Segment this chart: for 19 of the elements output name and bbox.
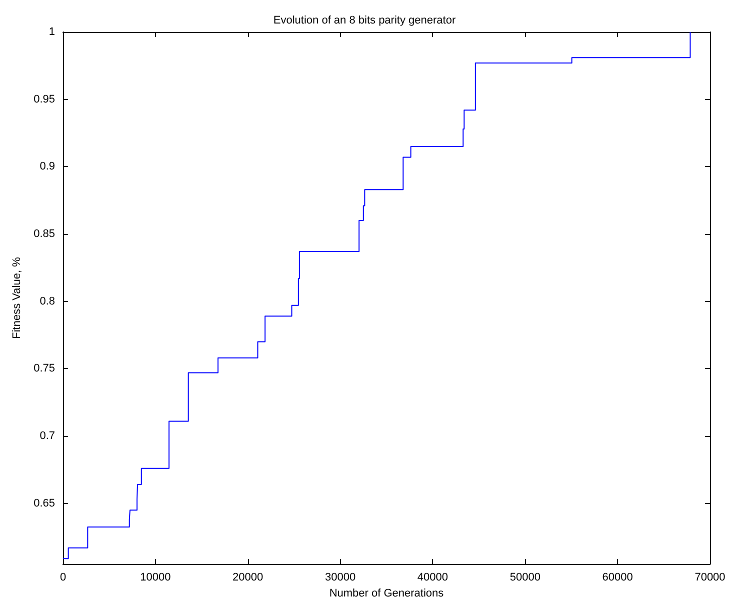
y-tick-label: 0.9: [40, 160, 55, 173]
x-tick-label: 30000: [324, 572, 356, 584]
chart-title: Evolution of an 8 bits parity generator: [273, 14, 456, 26]
y-tick-label: 0.65: [34, 497, 55, 510]
y-tick-label: 0.85: [34, 228, 55, 240]
y-tick-label: 1: [48, 26, 55, 38]
x-tick-label: 50000: [510, 572, 540, 584]
x-tick-label: 10000: [140, 572, 171, 584]
x-axis-title: Number of Generations: [329, 587, 444, 600]
x-tick-label: 40000: [417, 572, 448, 584]
y-tick-label: 0.7: [40, 430, 55, 442]
y-tick-label: 0.95: [34, 93, 55, 106]
y-axis-title: Fitness Value, %: [11, 256, 24, 339]
x-tick-label: 20000: [232, 572, 264, 584]
y-tick-label: 0.8: [40, 295, 55, 308]
y-tick-label: 0.75: [34, 362, 55, 375]
x-tick-label: 60000: [602, 572, 633, 584]
x-tick-label: 70000: [694, 572, 726, 584]
x-tick-label: 0: [60, 572, 66, 584]
